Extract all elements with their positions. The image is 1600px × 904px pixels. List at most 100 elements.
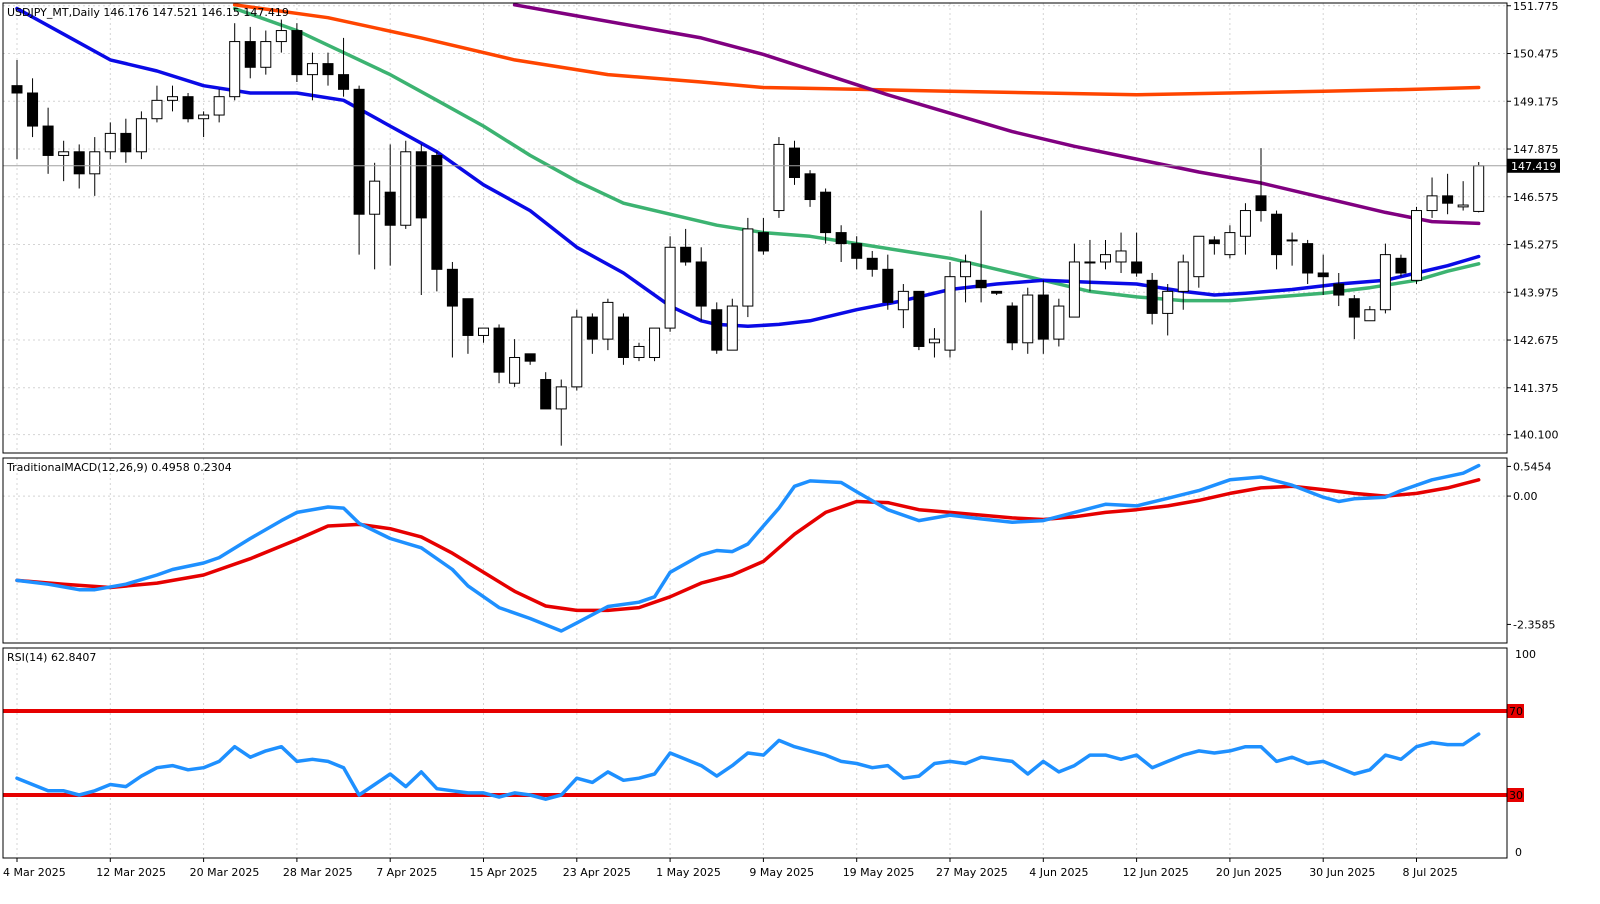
candle-body[interactable] bbox=[602, 301, 614, 340]
candle-body[interactable] bbox=[89, 151, 101, 175]
candle-body[interactable] bbox=[275, 30, 287, 43]
candle-body[interactable] bbox=[1037, 294, 1049, 340]
candle-body[interactable] bbox=[649, 327, 661, 358]
candle-body[interactable] bbox=[571, 316, 583, 388]
candle-body[interactable] bbox=[478, 327, 489, 336]
candle-body[interactable] bbox=[369, 180, 381, 215]
candle-body[interactable] bbox=[120, 132, 132, 153]
candle-body[interactable] bbox=[11, 85, 23, 94]
candle-body[interactable] bbox=[73, 151, 85, 175]
candle-body[interactable] bbox=[509, 356, 521, 384]
candle-body[interactable] bbox=[680, 246, 692, 263]
candle-body[interactable] bbox=[306, 63, 318, 76]
candle-body[interactable] bbox=[540, 379, 552, 410]
candle-body[interactable] bbox=[1348, 298, 1360, 318]
candle-body[interactable] bbox=[1084, 261, 1096, 264]
candle-body[interactable] bbox=[555, 386, 567, 410]
candle-body[interactable] bbox=[1395, 257, 1407, 274]
candle-body[interactable] bbox=[493, 327, 505, 373]
candle-body[interactable] bbox=[431, 154, 443, 270]
candle-body[interactable] bbox=[1053, 305, 1065, 340]
candle-body[interactable] bbox=[773, 143, 785, 212]
candle-body[interactable] bbox=[1255, 195, 1267, 212]
candle-body[interactable] bbox=[711, 309, 723, 351]
candle-body[interactable] bbox=[664, 246, 676, 329]
candle-body[interactable] bbox=[338, 74, 350, 90]
candle-body[interactable] bbox=[415, 151, 427, 219]
candle-body[interactable] bbox=[928, 338, 940, 344]
candle-body[interactable] bbox=[1177, 261, 1189, 292]
candle-body[interactable] bbox=[260, 41, 272, 68]
candle-body[interactable] bbox=[104, 132, 116, 153]
candle-body[interactable] bbox=[789, 147, 800, 178]
candle-body[interactable] bbox=[804, 173, 816, 201]
candle-body[interactable] bbox=[1224, 232, 1236, 256]
candle-body[interactable] bbox=[42, 125, 54, 156]
candle-body[interactable] bbox=[1442, 195, 1454, 204]
candle-body[interactable] bbox=[167, 96, 178, 101]
candle-body[interactable] bbox=[1239, 210, 1251, 237]
candle-body[interactable] bbox=[1006, 305, 1018, 344]
candle-body[interactable] bbox=[726, 305, 738, 351]
candle-body[interactable] bbox=[1100, 254, 1111, 263]
candle-body[interactable] bbox=[353, 88, 365, 215]
candle-body[interactable] bbox=[991, 290, 1003, 294]
candle-body[interactable] bbox=[1146, 279, 1158, 314]
candle-body[interactable] bbox=[866, 257, 878, 270]
candle-body[interactable] bbox=[1457, 204, 1469, 208]
price-axis-label: 147.875 bbox=[1513, 143, 1559, 156]
candle-body[interactable] bbox=[58, 151, 70, 156]
candle-body[interactable] bbox=[882, 268, 894, 303]
candle-body[interactable] bbox=[1302, 243, 1314, 274]
candle-body[interactable] bbox=[633, 345, 645, 358]
candle-body[interactable] bbox=[851, 243, 863, 259]
candle-body[interactable] bbox=[384, 191, 396, 226]
candle-body[interactable] bbox=[1411, 210, 1422, 281]
candle-body[interactable] bbox=[975, 279, 987, 289]
candle-body[interactable] bbox=[524, 353, 536, 362]
candle-body[interactable] bbox=[1271, 213, 1283, 256]
candle-body[interactable] bbox=[695, 261, 707, 307]
candle-body[interactable] bbox=[400, 151, 412, 226]
candle-body[interactable] bbox=[1364, 309, 1376, 322]
candle-body[interactable] bbox=[835, 232, 847, 245]
candle-body[interactable] bbox=[1379, 254, 1391, 311]
candle-body[interactable] bbox=[1022, 294, 1034, 344]
time-axis-label: 20 Mar 2025 bbox=[190, 866, 260, 879]
candle-body[interactable] bbox=[1333, 283, 1345, 296]
candle-body[interactable] bbox=[742, 228, 754, 307]
candle-body[interactable] bbox=[960, 261, 972, 278]
candle-body[interactable] bbox=[229, 41, 241, 98]
candle-body[interactable] bbox=[1193, 235, 1205, 278]
candle-body[interactable] bbox=[586, 316, 598, 340]
candle-body[interactable] bbox=[1286, 239, 1298, 242]
candle-body[interactable] bbox=[322, 63, 334, 76]
candle-body[interactable] bbox=[1473, 165, 1485, 212]
candle-body[interactable] bbox=[1317, 272, 1329, 278]
candle-body[interactable] bbox=[27, 92, 39, 127]
candle-body[interactable] bbox=[913, 290, 925, 347]
candle-body[interactable] bbox=[820, 191, 832, 234]
candle-body[interactable] bbox=[291, 30, 303, 76]
candle-body[interactable] bbox=[151, 99, 163, 120]
candle-body[interactable] bbox=[1208, 239, 1220, 245]
candle-body[interactable] bbox=[1426, 195, 1438, 212]
candle-body[interactable] bbox=[944, 276, 956, 351]
time-axis-label: 7 Apr 2025 bbox=[376, 866, 437, 879]
candle-body[interactable] bbox=[1162, 290, 1174, 314]
candle-body[interactable] bbox=[213, 96, 225, 116]
candle-body[interactable] bbox=[182, 96, 194, 120]
candle-body[interactable] bbox=[135, 118, 147, 153]
candle-body[interactable] bbox=[462, 298, 474, 336]
candle-body[interactable] bbox=[617, 316, 629, 358]
candle-body[interactable] bbox=[757, 232, 769, 252]
candle-body[interactable] bbox=[244, 41, 256, 68]
candle-body[interactable] bbox=[198, 114, 210, 120]
candle-body[interactable] bbox=[1131, 261, 1143, 274]
time-axis-label: 19 May 2025 bbox=[843, 866, 915, 879]
candle-body[interactable] bbox=[1115, 250, 1127, 263]
candle-body[interactable] bbox=[897, 290, 909, 311]
candle-body[interactable] bbox=[446, 268, 458, 307]
candle-body[interactable] bbox=[1068, 261, 1080, 318]
